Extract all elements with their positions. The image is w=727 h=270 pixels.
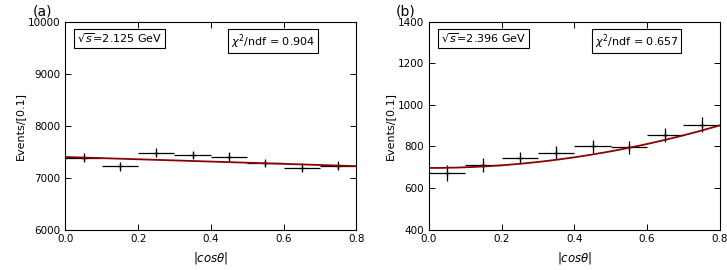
Text: $\chi^{2}$/ndf = 0.657: $\chi^{2}$/ndf = 0.657 [595, 32, 678, 50]
Y-axis label: Events/[0.1]: Events/[0.1] [385, 92, 395, 160]
X-axis label: $|cos\theta|$: $|cos\theta|$ [557, 250, 592, 266]
Text: (a): (a) [33, 5, 52, 19]
Text: (b): (b) [396, 5, 416, 19]
Text: $\chi^{2}$/ndf = 0.904: $\chi^{2}$/ndf = 0.904 [231, 32, 316, 50]
Text: $\sqrt{s}$=2.396 GeV: $\sqrt{s}$=2.396 GeV [441, 32, 526, 45]
X-axis label: $|cos\theta|$: $|cos\theta|$ [193, 250, 228, 266]
Text: $\sqrt{s}$=2.125 GeV: $\sqrt{s}$=2.125 GeV [77, 32, 162, 45]
Y-axis label: Events/[0.1]: Events/[0.1] [15, 92, 25, 160]
